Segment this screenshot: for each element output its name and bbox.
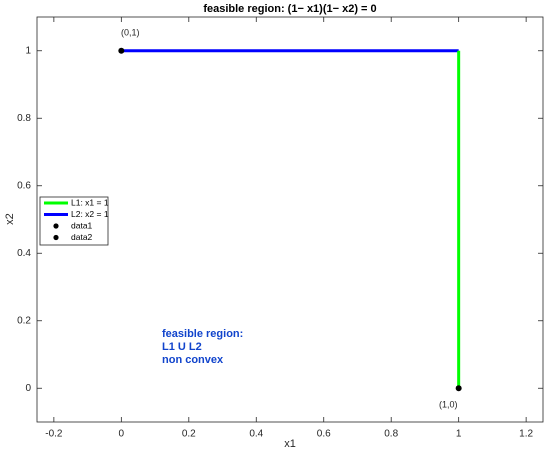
y-tick-label: 0.2 — [17, 315, 31, 326]
data-point — [118, 47, 125, 54]
note-text: non convex — [162, 354, 224, 366]
x-tick-label: 0.4 — [249, 429, 263, 440]
x-tick-label: 1 — [456, 429, 462, 440]
legend-marker — [53, 234, 59, 241]
x-tick-label: 0.6 — [317, 429, 331, 440]
legend-label: L1: x1 = 1 — [71, 197, 109, 207]
x-tick-label: 0.8 — [384, 429, 398, 440]
x-tick-label: -0.2 — [45, 429, 63, 440]
y-tick-label: 1 — [25, 45, 31, 56]
x-tick-label: 0.2 — [182, 429, 196, 440]
annotation: (1,0) — [439, 399, 458, 409]
legend-marker — [53, 223, 59, 229]
legend-label: data2 — [71, 232, 93, 242]
y-axis-label: x2 — [4, 213, 16, 225]
y-tick-label: 0.4 — [17, 248, 31, 259]
note-text: feasible region: — [162, 328, 243, 340]
y-tick-label: 0.6 — [17, 180, 31, 191]
x-tick-label: 1.2 — [519, 429, 533, 440]
plot-area — [36, 16, 544, 423]
annotation: (0,1) — [121, 27, 140, 37]
y-tick-label: 0 — [25, 383, 31, 394]
data-point — [455, 385, 462, 392]
legend-label: data1 — [71, 220, 93, 230]
legend-label: L2: x2 = 1 — [71, 209, 109, 219]
x-tick-label: 0 — [119, 429, 125, 440]
chart-title: feasible region: (1− x1)(1− x2) = 0 — [203, 3, 376, 15]
legend-box — [39, 196, 109, 246]
y-tick-label: 0.8 — [17, 113, 31, 124]
x-axis-label: x1 — [284, 438, 296, 450]
note-text: L1 U L2 — [162, 341, 202, 353]
